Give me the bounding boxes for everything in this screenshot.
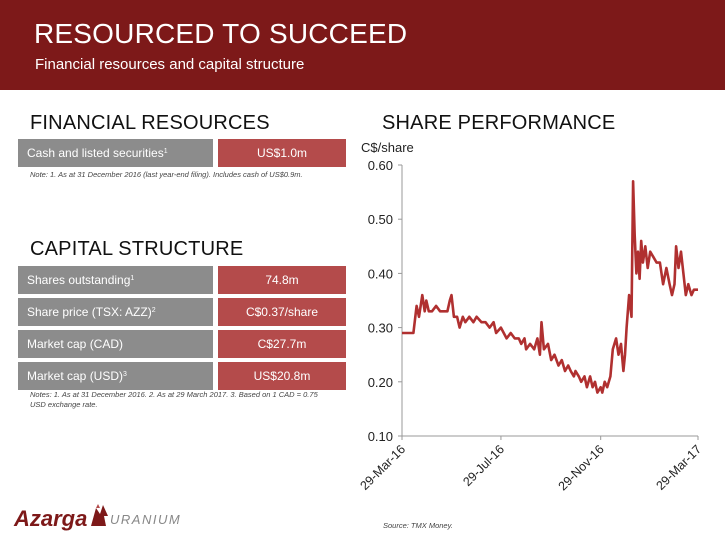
source-note: Source: TMX Money. (383, 521, 453, 530)
x-tick-label: 29-Mar-16 (357, 442, 408, 493)
y-tick-label: 0.40 (368, 266, 393, 281)
y-axis-label: C$/share (361, 140, 414, 155)
capital-row-value: US$20.8m (218, 362, 346, 390)
capital-row: Share price (TSX: AZZ)2 C$0.37/share (18, 298, 346, 326)
y-tick-label: 0.10 (368, 429, 393, 444)
y-tick-label: 0.50 (368, 212, 393, 227)
capital-row-value: C$27.7m (218, 330, 346, 358)
x-tick-label: 29-Jul-16 (460, 442, 507, 489)
capital-structure-heading: CAPITAL STRUCTURE (30, 238, 244, 260)
chart-title: SHARE PERFORMANCE (382, 112, 616, 134)
share-price-line (402, 180, 698, 394)
capital-row-label: Shares outstanding1 (18, 266, 213, 294)
y-tick-label: 0.20 (368, 375, 393, 390)
chart-ticks: 0.10 0.20 0.30 0.40 0.50 0.60 29-Mar-16 29-Jul-… (357, 158, 704, 493)
y-tick-label: 0.30 (368, 321, 393, 336)
capital-row-label: Share price (TSX: AZZ)2 (18, 298, 213, 326)
chart-axes (401, 165, 698, 437)
capital-row-label: Market cap (CAD) (18, 330, 213, 358)
capital-row: Market cap (CAD) C$27.7m (18, 330, 346, 358)
logo-icon (91, 504, 108, 526)
page-subtitle: Financial resources and capital structur… (35, 56, 305, 73)
x-tick-label: 29-Nov-16 (556, 442, 607, 493)
capital-row: Shares outstanding1 74.8m (18, 266, 346, 294)
capital-note: Notes: 1. As at 31 December 2016. 2. As … (30, 390, 318, 409)
x-tick-label: 29-Mar-17 (653, 442, 704, 493)
logo-subtitle: URANIUM (110, 512, 182, 527)
capital-row-value: 74.8m (218, 266, 346, 294)
capital-row-label: Market cap (USD)3 (18, 362, 213, 390)
financial-resources-heading: FINANCIAL RESOURCES (30, 112, 270, 134)
logo-wordmark: Azarga (14, 506, 88, 531)
azarga-logo: Azarga URANIUM (14, 500, 184, 534)
y-tick-label: 0.60 (368, 158, 393, 173)
cash-value: US$1.0m (218, 139, 346, 167)
capital-row: Market cap (USD)3 US$20.8m (18, 362, 346, 390)
capital-row-value: C$0.37/share (218, 298, 346, 326)
page-title: RESOURCED TO SUCCEED (34, 18, 408, 49)
financial-note: Note: 1. As at 31 December 2016 (last ye… (30, 170, 303, 179)
cash-row: Cash and listed securities1 US$1.0m (18, 139, 346, 167)
cash-label: Cash and listed securities1 (18, 139, 213, 167)
title-banner: RESOURCED TO SUCCEED Financial resources… (0, 0, 725, 90)
